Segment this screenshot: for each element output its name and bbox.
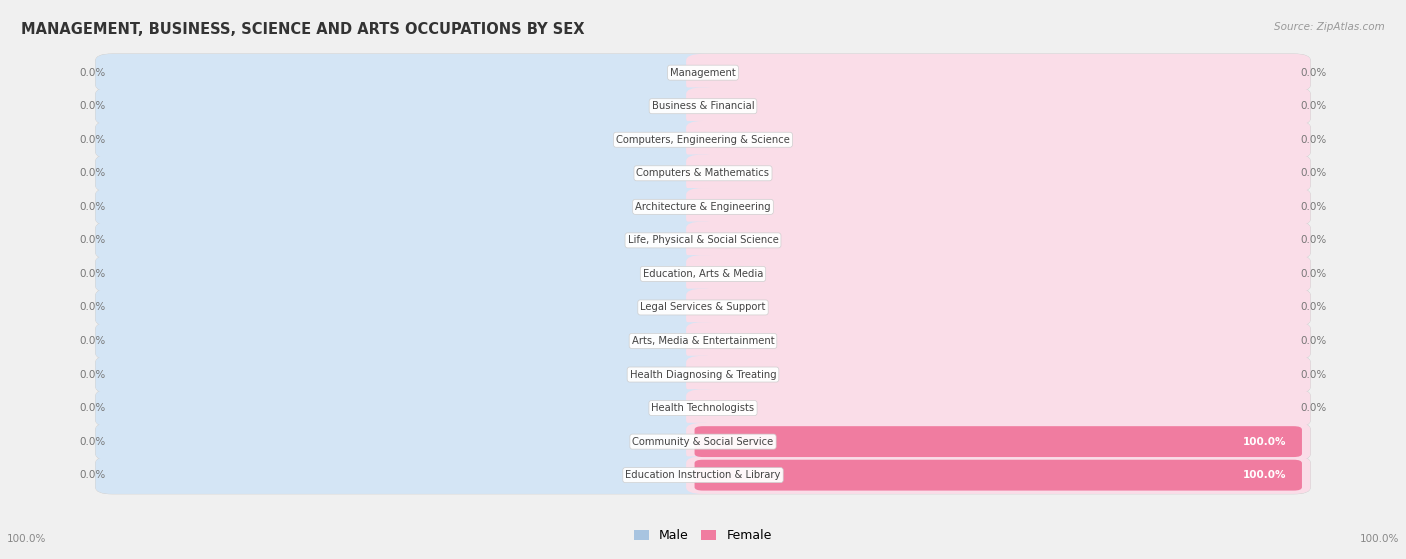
Text: 0.0%: 0.0% (79, 470, 105, 480)
FancyBboxPatch shape (686, 322, 1310, 360)
Text: 0.0%: 0.0% (1301, 403, 1327, 413)
Text: 0.0%: 0.0% (79, 235, 105, 245)
FancyBboxPatch shape (686, 389, 1310, 427)
Text: 0.0%: 0.0% (1301, 369, 1327, 380)
Text: 0.0%: 0.0% (79, 437, 105, 447)
Text: 100.0%: 100.0% (1243, 470, 1286, 480)
FancyBboxPatch shape (96, 188, 720, 226)
FancyBboxPatch shape (686, 456, 1310, 494)
FancyBboxPatch shape (96, 456, 1310, 494)
Legend: Male, Female: Male, Female (630, 524, 776, 547)
Text: Business & Financial: Business & Financial (652, 101, 754, 111)
Text: Education, Arts & Media: Education, Arts & Media (643, 269, 763, 279)
Text: 0.0%: 0.0% (79, 302, 105, 312)
FancyBboxPatch shape (96, 154, 720, 192)
FancyBboxPatch shape (96, 121, 720, 159)
FancyBboxPatch shape (96, 423, 720, 461)
Text: 0.0%: 0.0% (1301, 135, 1327, 145)
Text: Legal Services & Support: Legal Services & Support (640, 302, 766, 312)
Text: 0.0%: 0.0% (79, 369, 105, 380)
FancyBboxPatch shape (686, 121, 1310, 159)
FancyBboxPatch shape (96, 87, 1310, 125)
Text: 0.0%: 0.0% (79, 135, 105, 145)
FancyBboxPatch shape (96, 255, 720, 293)
FancyBboxPatch shape (96, 456, 720, 494)
Text: Arts, Media & Entertainment: Arts, Media & Entertainment (631, 336, 775, 346)
FancyBboxPatch shape (96, 389, 1310, 427)
FancyBboxPatch shape (686, 54, 1310, 92)
Text: Health Technologists: Health Technologists (651, 403, 755, 413)
FancyBboxPatch shape (686, 154, 1310, 192)
Text: 0.0%: 0.0% (79, 269, 105, 279)
FancyBboxPatch shape (96, 221, 720, 259)
FancyBboxPatch shape (686, 87, 1310, 125)
Text: Education Instruction & Library: Education Instruction & Library (626, 470, 780, 480)
Text: Community & Social Service: Community & Social Service (633, 437, 773, 447)
FancyBboxPatch shape (695, 459, 1302, 491)
Text: 0.0%: 0.0% (79, 403, 105, 413)
FancyBboxPatch shape (96, 288, 1310, 326)
FancyBboxPatch shape (96, 356, 720, 394)
Text: 0.0%: 0.0% (79, 202, 105, 212)
FancyBboxPatch shape (96, 255, 1310, 293)
Text: 0.0%: 0.0% (1301, 68, 1327, 78)
FancyBboxPatch shape (686, 356, 1310, 394)
FancyBboxPatch shape (96, 322, 720, 360)
FancyBboxPatch shape (96, 356, 1310, 394)
Text: Architecture & Engineering: Architecture & Engineering (636, 202, 770, 212)
FancyBboxPatch shape (686, 188, 1310, 226)
FancyBboxPatch shape (96, 121, 1310, 159)
Text: 100.0%: 100.0% (1243, 437, 1286, 447)
Text: 0.0%: 0.0% (1301, 269, 1327, 279)
FancyBboxPatch shape (96, 288, 720, 326)
Text: 0.0%: 0.0% (1301, 101, 1327, 111)
Text: 100.0%: 100.0% (1360, 534, 1399, 544)
FancyBboxPatch shape (686, 255, 1310, 293)
Text: MANAGEMENT, BUSINESS, SCIENCE AND ARTS OCCUPATIONS BY SEX: MANAGEMENT, BUSINESS, SCIENCE AND ARTS O… (21, 22, 585, 37)
Text: Health Diagnosing & Treating: Health Diagnosing & Treating (630, 369, 776, 380)
Text: 0.0%: 0.0% (1301, 302, 1327, 312)
Text: Life, Physical & Social Science: Life, Physical & Social Science (627, 235, 779, 245)
Text: 0.0%: 0.0% (79, 68, 105, 78)
Text: 0.0%: 0.0% (1301, 235, 1327, 245)
FancyBboxPatch shape (96, 54, 1310, 92)
Text: 0.0%: 0.0% (1301, 336, 1327, 346)
Text: Source: ZipAtlas.com: Source: ZipAtlas.com (1274, 22, 1385, 32)
FancyBboxPatch shape (695, 426, 1302, 457)
FancyBboxPatch shape (96, 154, 1310, 192)
FancyBboxPatch shape (96, 54, 720, 92)
Text: 0.0%: 0.0% (79, 168, 105, 178)
Text: 0.0%: 0.0% (1301, 168, 1327, 178)
Text: 100.0%: 100.0% (7, 534, 46, 544)
FancyBboxPatch shape (96, 389, 720, 427)
FancyBboxPatch shape (686, 423, 1310, 461)
Text: Computers & Mathematics: Computers & Mathematics (637, 168, 769, 178)
Text: 0.0%: 0.0% (1301, 202, 1327, 212)
Text: 0.0%: 0.0% (79, 101, 105, 111)
FancyBboxPatch shape (686, 221, 1310, 259)
FancyBboxPatch shape (686, 288, 1310, 326)
FancyBboxPatch shape (96, 188, 1310, 226)
FancyBboxPatch shape (96, 87, 720, 125)
FancyBboxPatch shape (96, 322, 1310, 360)
FancyBboxPatch shape (96, 221, 1310, 259)
Text: Management: Management (671, 68, 735, 78)
FancyBboxPatch shape (96, 423, 1310, 461)
Text: 0.0%: 0.0% (79, 336, 105, 346)
Text: Computers, Engineering & Science: Computers, Engineering & Science (616, 135, 790, 145)
